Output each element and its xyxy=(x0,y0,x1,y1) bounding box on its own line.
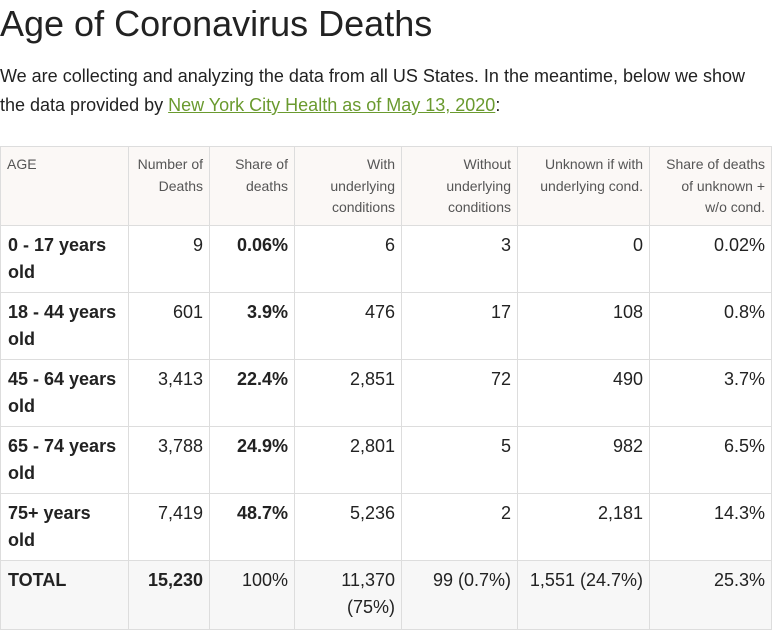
cell: 3,788 xyxy=(128,425,210,494)
row-label: 18 - 44 years old xyxy=(0,291,129,360)
cell: 3.9% xyxy=(209,291,295,360)
cell: 11,370 (75%) xyxy=(294,559,402,630)
cell: 490 xyxy=(517,358,650,427)
row-label: 0 - 17 years old xyxy=(0,224,129,293)
column-header: Without underlying conditions xyxy=(401,146,518,226)
cell: 982 xyxy=(517,425,650,494)
column-header: AGE xyxy=(0,146,129,226)
column-header: Unknown if with underlying cond. xyxy=(517,146,650,226)
table-row: 75+ years old 7,419 48.7% 5,236 2 2,181 14.3% xyxy=(0,492,772,561)
cell: 0.02% xyxy=(649,224,772,293)
cell: 24.9% xyxy=(209,425,295,494)
intro-text: We are collecting and analyzing the data… xyxy=(0,66,746,115)
table-body: 0 - 17 years old 9 0.06% 6 3 0 0.02% 18 - 44 ye… xyxy=(0,224,772,630)
cell: 108 xyxy=(517,291,650,360)
cell: 17 xyxy=(401,291,518,360)
column-header: Share of deaths xyxy=(209,146,295,226)
cell: 5,236 xyxy=(294,492,402,561)
cell: 0.8% xyxy=(649,291,772,360)
column-header: Number of Deaths xyxy=(128,146,210,226)
cell: 14.3% xyxy=(649,492,772,561)
cell: 2,801 xyxy=(294,425,402,494)
cell: 2,181 xyxy=(517,492,650,561)
cell: 72 xyxy=(401,358,518,427)
column-header: Share of deaths of unknown + w/o cond. xyxy=(649,146,772,226)
cell: 6 xyxy=(294,224,402,293)
cell: 601 xyxy=(128,291,210,360)
row-label: 65 - 74 years old xyxy=(0,425,129,494)
title: Age of Coronavirus Deaths xyxy=(0,3,433,44)
cell: 7,419 xyxy=(128,492,210,561)
cell: 3,413 xyxy=(128,358,210,427)
intro: We are collecting and analyzing the data… xyxy=(0,62,775,120)
cell: 1,551 (24.7%) xyxy=(517,559,650,630)
cell: 2 xyxy=(401,492,518,561)
table-row: 45 - 64 years old 3,413 22.4% 2,851 72 490 3.7… xyxy=(0,358,772,427)
cell: 0.06% xyxy=(209,224,295,293)
row-label: 45 - 64 years old xyxy=(0,358,129,427)
table-row: 0 - 17 years old 9 0.06% 6 3 0 0.02% xyxy=(0,224,772,293)
cell: 3.7% xyxy=(649,358,772,427)
table-row: 65 - 74 years old 3,788 24.9% 2,801 5 982 6.5% xyxy=(0,425,772,494)
cell: 22.4% xyxy=(209,358,295,427)
cell: 6.5% xyxy=(649,425,772,494)
cell: 0 xyxy=(517,224,650,293)
column-header: With underlying conditions xyxy=(294,146,402,226)
data-table: AGE Number of Deaths Share of deaths With u… xyxy=(0,146,772,630)
cell: 99 (0.7%) xyxy=(401,559,518,630)
cell: 15,230 xyxy=(128,559,210,630)
cell: 9 xyxy=(128,224,210,293)
header-row: AGE Number of Deaths Share of deaths With u… xyxy=(0,146,772,226)
row-label: TOTAL xyxy=(0,559,129,630)
intro-text: : xyxy=(495,95,501,115)
cell: 5 xyxy=(401,425,518,494)
row-label: 75+ years old xyxy=(0,492,129,561)
table-row: 18 - 44 years old 601 3.9% 476 17 108 0.8% xyxy=(0,291,772,360)
cell: 2,851 xyxy=(294,358,402,427)
cell: 25.3% xyxy=(649,559,772,630)
total-row: TOTAL 15,230 100% 11,370 (75%) 99 (0.7%) 1,55… xyxy=(0,559,772,630)
cell: 100% xyxy=(209,559,295,630)
cell: 3 xyxy=(401,224,518,293)
cell: 476 xyxy=(294,291,402,360)
cell: 48.7% xyxy=(209,492,295,561)
source-link[interactable]: New York City Health as of May 13, 2020 xyxy=(168,95,496,115)
